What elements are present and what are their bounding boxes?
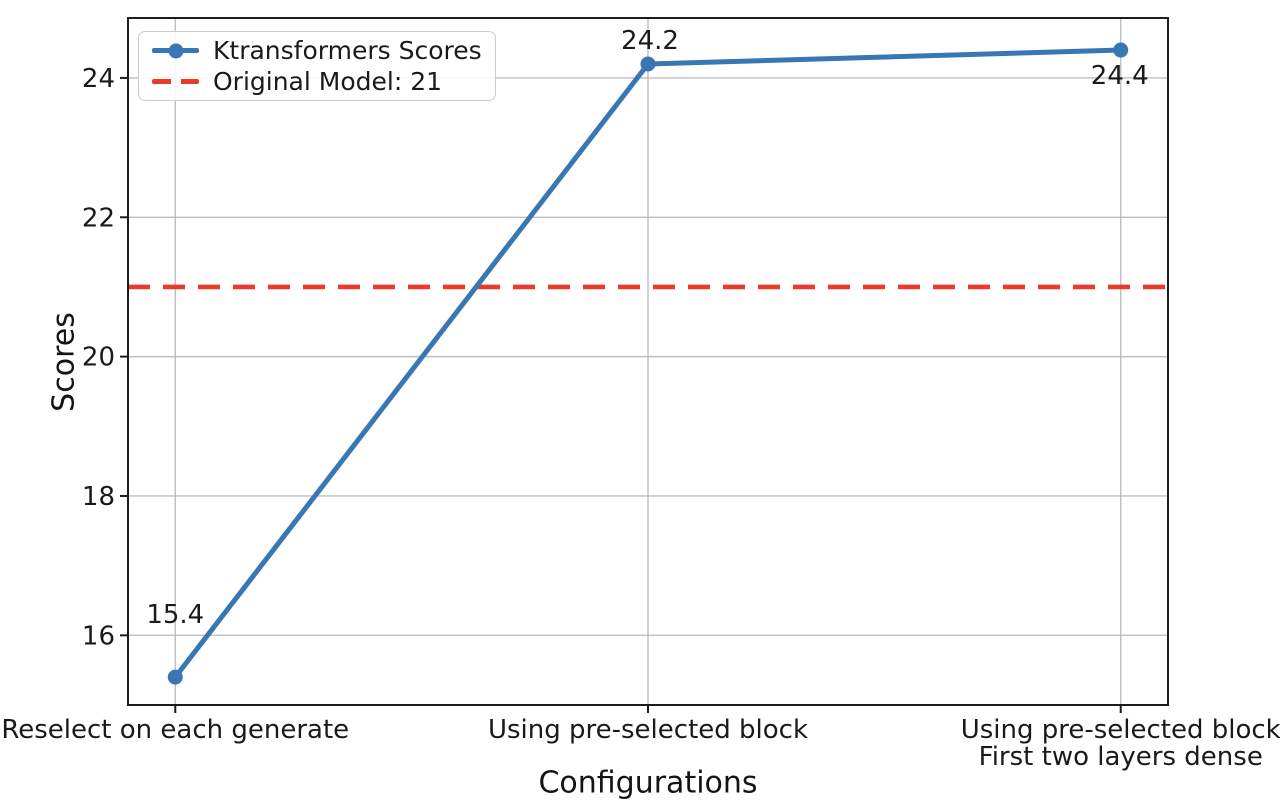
legend-label-reference: Original Model: 21 xyxy=(213,66,443,96)
y-tick-label: 18 xyxy=(82,482,115,512)
x-tick-label: Using pre-selected block xyxy=(488,715,808,745)
legend: Ktransformers Scores Original Model: 21 xyxy=(138,31,496,101)
legend-dash-sample xyxy=(152,78,199,84)
point-label: 24.2 xyxy=(621,26,679,56)
y-axis-label: Scores xyxy=(46,312,82,412)
data-point-marker xyxy=(167,669,183,685)
data-point-marker xyxy=(640,56,656,72)
y-tick-label: 16 xyxy=(82,621,115,651)
legend-line-marker-sample xyxy=(152,43,199,59)
legend-item-series: Ktransformers Scores xyxy=(152,37,482,65)
legend-item-reference: Original Model: 21 xyxy=(152,68,482,96)
x-tick-label: Using pre-selected block First two layers… xyxy=(961,715,1280,772)
y-tick-label: 24 xyxy=(82,64,115,94)
point-label: 24.4 xyxy=(1091,61,1149,91)
legend-label-series: Ktransformers Scores xyxy=(213,36,482,66)
legend-marker-dot-icon xyxy=(168,43,183,59)
point-label: 15.4 xyxy=(146,600,204,630)
x-axis-label: Configurations xyxy=(538,765,758,801)
y-tick-label: 22 xyxy=(82,203,115,233)
y-tick-label: 20 xyxy=(82,343,115,373)
x-tick-label: Reselect on each generate xyxy=(1,715,349,745)
data-point-marker xyxy=(1113,42,1129,58)
